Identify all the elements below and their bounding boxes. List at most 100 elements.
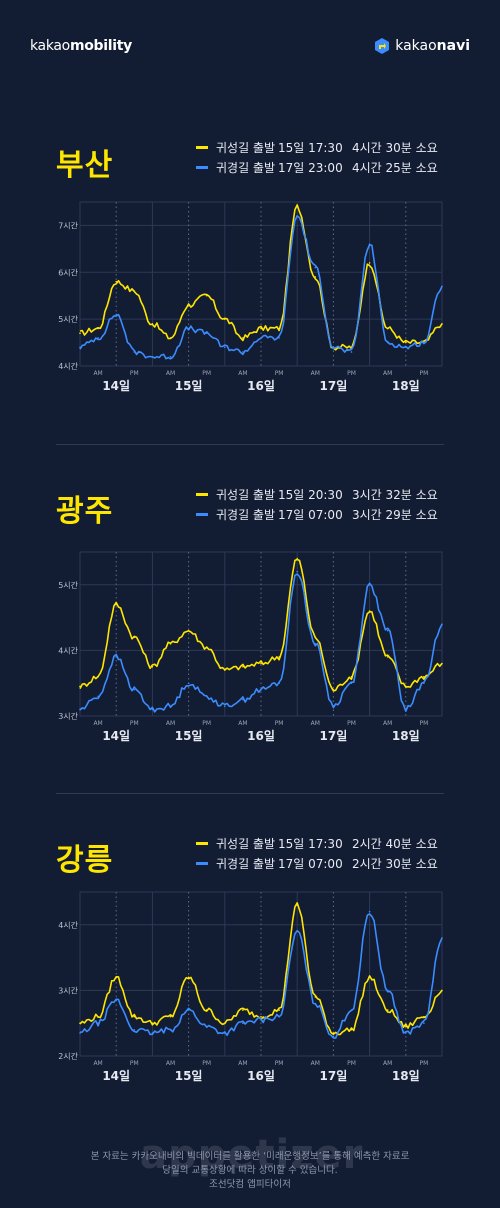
data-point	[441, 989, 443, 992]
brand-right-bold: navi	[436, 38, 470, 54]
data-point	[314, 996, 317, 998]
data-point	[278, 337, 280, 339]
data-point	[224, 1032, 226, 1034]
footer-line-1: 본 자료는 카카오내비의 빅데이터를 활용한 ‘미래운행정보’를 통해 예측한 …	[90, 1151, 410, 1162]
data-point	[368, 584, 371, 586]
pm-label: PM	[275, 720, 284, 727]
data-point	[260, 688, 262, 691]
y-tick-label: 4시간	[58, 645, 78, 655]
data-point	[386, 1009, 389, 1011]
data-point	[242, 351, 244, 353]
legend-when: 15일 17:30	[278, 836, 343, 851]
data-point	[368, 910, 371, 913]
day-label: 14일	[102, 1069, 130, 1083]
am-label: AM	[93, 370, 102, 377]
am-label: AM	[166, 370, 175, 377]
data-point	[187, 629, 190, 632]
day-label: 18일	[392, 379, 420, 393]
pm-label: PM	[347, 720, 356, 727]
series-line-return	[79, 913, 443, 1039]
data-point	[133, 1015, 136, 1018]
pm-label: PM	[275, 370, 284, 377]
data-point	[242, 666, 244, 668]
chart-legend: 귀성길 출발 15일 17:30 2시간 40분 소요 귀경길 출발 17일 0…	[196, 833, 438, 873]
data-point	[314, 276, 317, 278]
data-point	[169, 1015, 172, 1018]
data-point	[205, 294, 208, 297]
data-point	[224, 346, 226, 349]
day-label: 15일	[175, 379, 203, 393]
data-point	[423, 675, 425, 678]
data-point	[405, 1032, 407, 1034]
data-point	[169, 337, 172, 339]
am-label: AM	[238, 370, 247, 377]
y-tick-label: 5시간	[58, 580, 78, 590]
kakaonavi-icon	[375, 38, 390, 54]
data-point	[314, 643, 317, 645]
legend-when: 17일 07:00	[278, 507, 343, 522]
data-point	[278, 1009, 280, 1011]
pm-label: PM	[347, 1060, 356, 1067]
legend-duration: 2시간 30분 소요	[352, 856, 438, 871]
data-point	[314, 636, 317, 639]
data-point	[423, 341, 425, 344]
legend-item-homecoming: 귀성길 출발 15일 17:30 2시간 40분 소요	[196, 833, 438, 853]
legend-name: 귀경길 출발	[216, 160, 276, 175]
pm-label: PM	[202, 720, 211, 727]
kakaonavi-logo: kakaonavi	[375, 38, 470, 54]
data-point	[205, 1009, 208, 1011]
chart-legend: 귀성길 출발 15일 17:30 4시간 30분 소요 귀경길 출발 17일 2…	[196, 137, 438, 177]
data-point	[386, 656, 389, 658]
am-label: AM	[238, 1060, 247, 1067]
data-point	[187, 1009, 190, 1011]
data-point	[97, 1022, 99, 1024]
data-point	[405, 685, 407, 688]
data-point	[133, 351, 136, 353]
legend-duration: 3시간 32분 소요	[352, 487, 438, 502]
data-point	[441, 937, 443, 939]
data-point	[97, 675, 99, 678]
data-point	[314, 1002, 317, 1005]
data-point	[405, 1025, 407, 1028]
data-point	[423, 1015, 425, 1018]
legend-swatch-yellow	[196, 841, 208, 845]
data-point	[441, 662, 443, 665]
data-point	[133, 688, 136, 691]
am-label: AM	[93, 720, 102, 727]
y-tick-label: 5시간	[58, 314, 78, 324]
data-point	[151, 666, 154, 668]
pm-label: PM	[202, 370, 211, 377]
brand-left-light: kakao	[30, 38, 70, 54]
legend-swatch-blue	[196, 512, 208, 516]
data-point	[205, 1025, 208, 1028]
section-divider	[56, 444, 444, 445]
data-point	[115, 656, 117, 658]
legend-item-homecoming: 귀성길 출발 15일 17:30 4시간 30분 소요	[196, 137, 438, 157]
legend-duration: 4시간 30분 소요	[352, 140, 438, 155]
data-point	[332, 688, 335, 691]
legend-duration: 3시간 29분 소요	[352, 507, 438, 522]
city-title: 광주	[56, 494, 114, 529]
footer-line-2: 당일의 교통상황에 따라 상이할 수 있습니다.	[162, 1165, 338, 1176]
data-point	[296, 930, 299, 933]
data-point	[405, 341, 407, 344]
data-point	[242, 1009, 244, 1011]
day-label: 17일	[320, 729, 348, 743]
day-label: 17일	[320, 379, 348, 393]
data-point	[350, 682, 353, 684]
y-tick-label: 3시간	[58, 711, 78, 721]
legend-when: 17일 07:00	[278, 856, 343, 871]
data-point	[205, 332, 208, 334]
data-point	[79, 685, 81, 688]
data-point	[332, 346, 335, 349]
data-point	[97, 1015, 99, 1018]
data-point	[296, 570, 299, 573]
data-point	[350, 1028, 353, 1031]
kakaomobility-logo: kakaomobility	[30, 38, 132, 54]
day-label: 16일	[247, 729, 275, 743]
data-point	[350, 675, 353, 678]
city-title: 강릉	[56, 843, 114, 878]
